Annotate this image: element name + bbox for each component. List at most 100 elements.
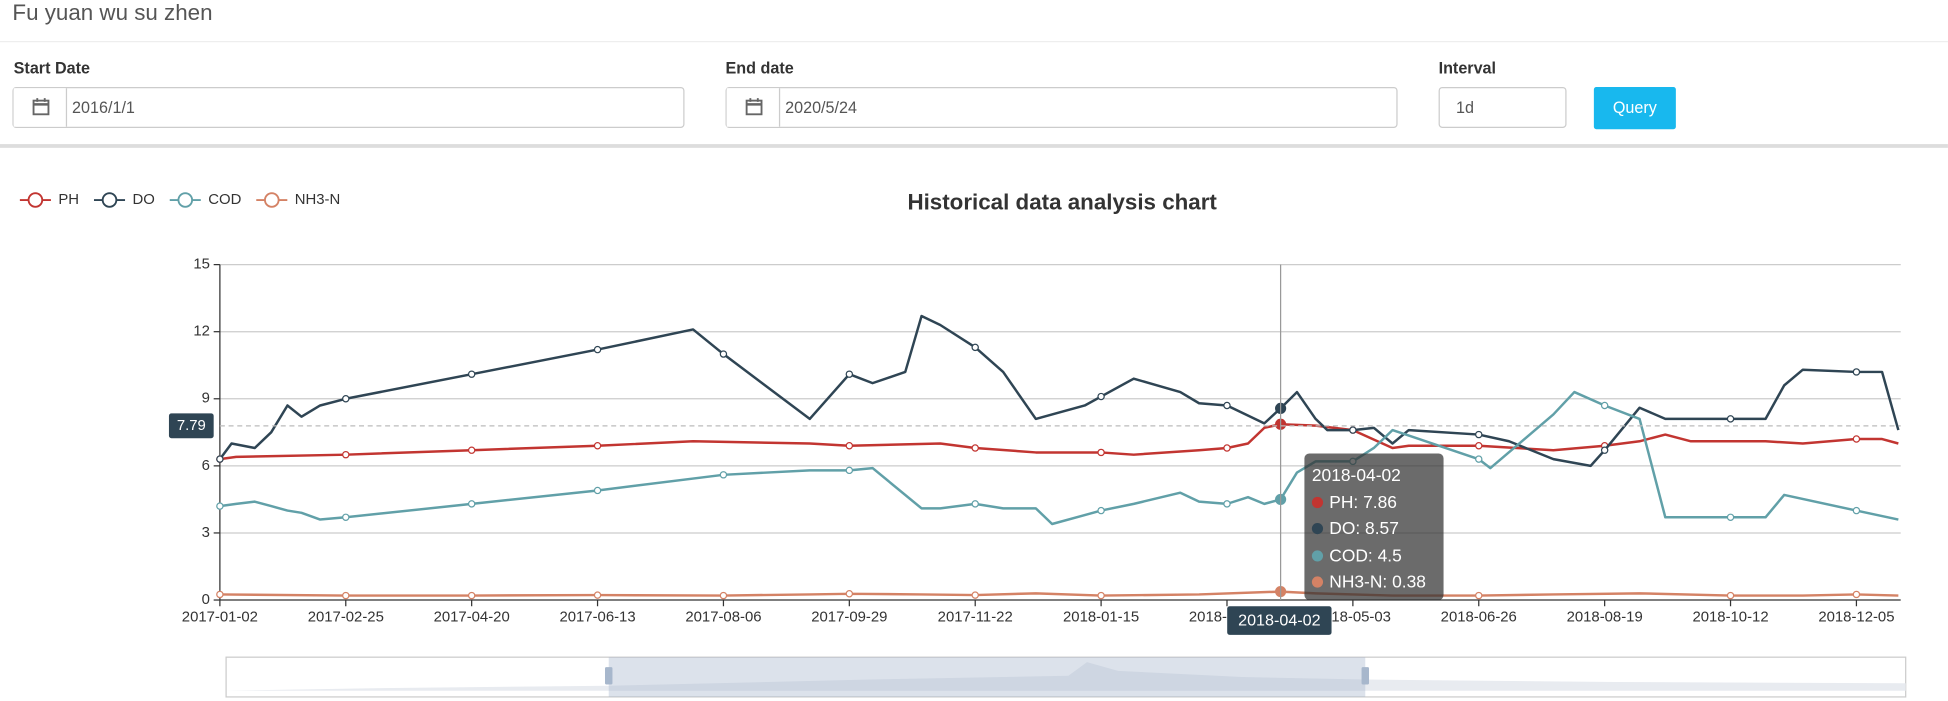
data-point	[1223, 500, 1231, 508]
data-point	[1097, 392, 1105, 401]
zoom-handle[interactable]	[605, 667, 613, 685]
field-label: Interval	[1438, 58, 1497, 78]
series-line	[218, 314, 1900, 468]
axis-pointer-label: 7.79	[177, 418, 206, 434]
tooltip-title: 2018-04-02	[1311, 464, 1401, 485]
data-point	[1726, 591, 1735, 600]
y-tick-label: 6	[202, 458, 210, 474]
data-point	[1097, 591, 1105, 600]
data-point	[1349, 426, 1357, 434]
x-tick-label: 2018-12-05	[1818, 609, 1894, 625]
end-date-input[interactable]: 2020/5/24	[725, 86, 1398, 128]
data-point	[845, 466, 854, 475]
data-point	[1726, 513, 1735, 522]
data-point	[593, 591, 602, 599]
data-point	[1852, 590, 1861, 599]
data-point	[593, 345, 602, 354]
x-tick-label: 2017-04-20	[434, 609, 510, 625]
data-point	[342, 591, 350, 600]
data-point	[342, 513, 350, 522]
data-point	[593, 486, 602, 495]
zoom-window	[608, 657, 1366, 697]
rule	[0, 40, 1948, 43]
x-tick-label: 2017-02-25	[308, 609, 384, 625]
input-value: 2016/1/1	[72, 98, 135, 117]
legend-label: COD	[208, 192, 241, 208]
data-point	[593, 442, 602, 450]
data-point	[467, 446, 476, 454]
field-label: End date	[725, 58, 794, 78]
tooltip-row: DO8.57	[1311, 516, 1436, 543]
data-point	[467, 500, 476, 508]
data-point	[971, 591, 979, 599]
start-date-input[interactable]: 2016/1/1	[12, 86, 685, 128]
data-point	[342, 395, 350, 403]
legend-item[interactable]: PH	[19, 192, 79, 208]
tooltip-series-name: COD	[1329, 545, 1377, 565]
y-tick-label: 15	[193, 257, 210, 273]
tooltip-marker	[1311, 523, 1324, 535]
y-tick-label: 0	[202, 592, 210, 608]
data-point	[1852, 368, 1861, 376]
axis-pointer-label: 2018-04-02	[1238, 611, 1321, 629]
y-tick-label: 9	[202, 391, 210, 407]
input-value: 2020/5/24	[785, 98, 857, 117]
legend-item[interactable]: NH3-N	[256, 192, 340, 208]
tooltip-marker	[1311, 576, 1324, 588]
tooltip-series-name: NH3-N	[1329, 571, 1392, 591]
data-zoom[interactable]	[225, 656, 1907, 698]
x-tick-label: 2018-06-26	[1441, 609, 1517, 625]
data-point	[216, 590, 224, 599]
calendar-icon	[13, 88, 68, 127]
data-point	[1475, 430, 1483, 439]
data-point	[467, 591, 476, 600]
data-point	[342, 450, 350, 459]
zoom-handle[interactable]	[1361, 667, 1370, 685]
zoom-frame	[225, 656, 1907, 698]
legend-item[interactable]: DO	[93, 192, 155, 208]
x-tick-label: 2018-05-03	[1315, 609, 1391, 625]
x-tick-label: 2017-01-02	[182, 609, 258, 625]
input-value: 1d	[1455, 98, 1474, 117]
data-point	[971, 444, 979, 452]
y-tick-label: 12	[193, 324, 210, 340]
data-point	[467, 370, 476, 378]
legend-symbol	[27, 192, 44, 208]
axis-pointer-label-box	[1227, 606, 1332, 635]
interval-input[interactable]: 1d	[1438, 86, 1567, 128]
calendar-icon	[726, 88, 781, 127]
legend-symbol	[101, 192, 118, 208]
series-line	[219, 390, 1899, 526]
tooltip-value: 7.86	[1363, 491, 1397, 512]
tooltip-series-name: PH	[1329, 491, 1363, 511]
data-point	[1726, 415, 1735, 423]
data-point	[1600, 401, 1609, 410]
x-tick-label: 2018-10-12	[1692, 609, 1768, 625]
data-point	[1097, 448, 1105, 457]
legend-item[interactable]: COD	[169, 192, 242, 208]
data-point	[1223, 401, 1231, 410]
query-button[interactable]: Query	[1593, 86, 1676, 130]
legend-symbol	[177, 192, 194, 208]
tooltip-marker	[1311, 549, 1324, 561]
x-tick-label: 2017-11-22	[938, 609, 1013, 625]
data-point	[719, 350, 728, 358]
data-point	[719, 591, 728, 600]
y-tick-label: 3	[202, 525, 210, 541]
data-point	[1097, 506, 1105, 515]
tooltip-row: COD4.5	[1311, 542, 1436, 569]
chart-title: Historical data analysis chart	[907, 190, 1217, 215]
divider	[0, 144, 1948, 148]
calendar-glyph	[32, 98, 50, 116]
data-point	[1600, 446, 1609, 454]
data-point	[1852, 506, 1861, 515]
data-point	[845, 590, 854, 598]
data-point	[1223, 444, 1231, 452]
tooltip-series-name: DO	[1329, 518, 1365, 538]
data-point	[1852, 435, 1861, 443]
x-tick-label: 2018-01-15	[1063, 609, 1139, 625]
